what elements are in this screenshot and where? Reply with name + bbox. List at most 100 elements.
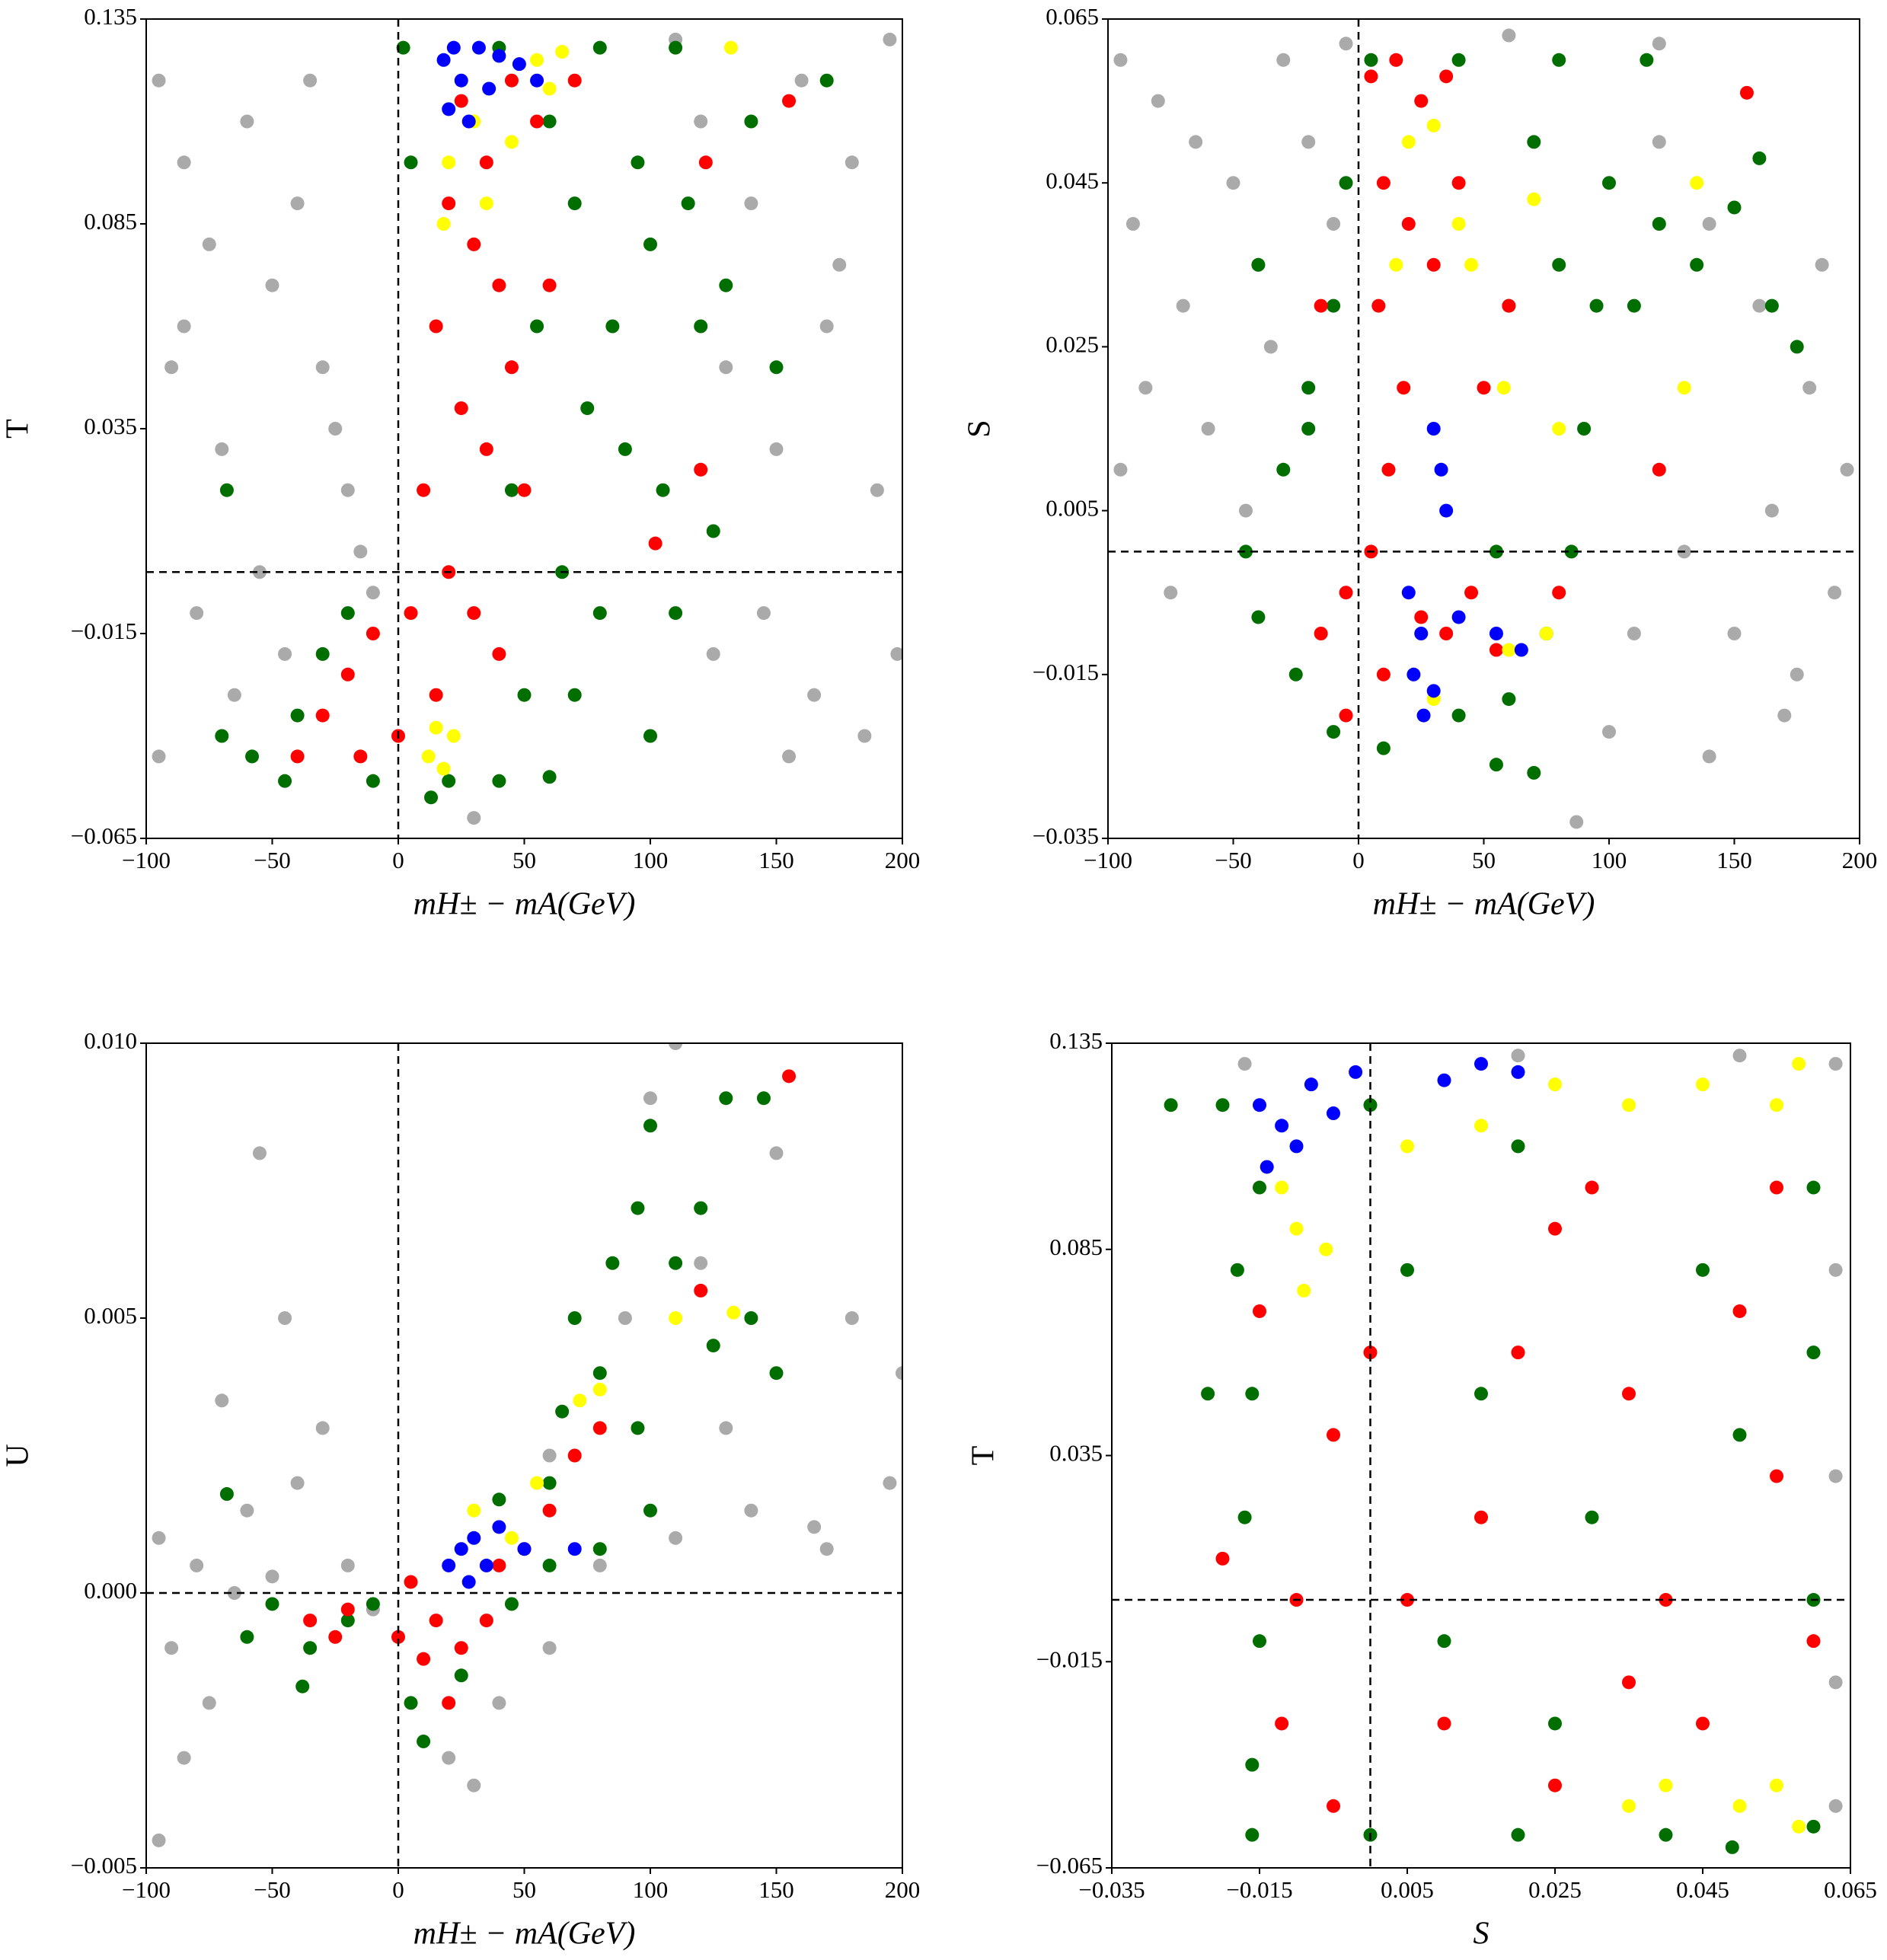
point bbox=[845, 155, 859, 170]
point bbox=[1376, 176, 1391, 190]
point bbox=[1439, 627, 1454, 640]
points bbox=[152, 1043, 902, 1847]
point bbox=[290, 708, 305, 723]
point bbox=[1792, 1057, 1806, 1071]
point bbox=[567, 1448, 582, 1463]
point bbox=[328, 1630, 343, 1644]
point bbox=[1426, 118, 1441, 132]
point bbox=[681, 196, 695, 211]
point bbox=[1434, 462, 1448, 477]
point bbox=[567, 73, 582, 88]
x-tick-label: 200 bbox=[1842, 847, 1878, 873]
point bbox=[417, 1652, 431, 1666]
point bbox=[467, 811, 481, 825]
point bbox=[1401, 586, 1416, 600]
point bbox=[492, 49, 506, 63]
point bbox=[719, 278, 733, 292]
point bbox=[1297, 1283, 1311, 1298]
point bbox=[1464, 257, 1479, 272]
point bbox=[1622, 1098, 1636, 1112]
point bbox=[366, 774, 380, 788]
point bbox=[1511, 1065, 1525, 1079]
point bbox=[152, 1531, 166, 1545]
point bbox=[1253, 1180, 1266, 1195]
point bbox=[1739, 85, 1754, 100]
point bbox=[1389, 257, 1403, 272]
point bbox=[461, 1575, 476, 1589]
panel: −100 −50 0 50 100 150 200 −0.065 −0.015 0.035 0.08… bbox=[1, 3, 921, 922]
point bbox=[756, 606, 771, 621]
panel: −100 −50 0 50 100 150 200 −0.035 −0.015 0.005 0.02… bbox=[963, 3, 1878, 922]
point bbox=[471, 40, 486, 55]
x-tick-label: 50 bbox=[512, 1876, 536, 1903]
point bbox=[265, 278, 279, 292]
point bbox=[1764, 298, 1779, 313]
point bbox=[1548, 1221, 1562, 1236]
point bbox=[1275, 1716, 1289, 1731]
y-tick-label: 0.085 bbox=[84, 208, 137, 235]
point bbox=[504, 1531, 519, 1545]
point bbox=[303, 1614, 318, 1628]
point bbox=[883, 1476, 897, 1490]
point bbox=[366, 1597, 380, 1611]
x-axis-label: mH± − mA(GeV) bbox=[1373, 887, 1595, 922]
point bbox=[1288, 667, 1303, 682]
point bbox=[782, 94, 797, 108]
y-tick-label: 0.035 bbox=[84, 413, 137, 439]
point bbox=[1539, 627, 1553, 640]
point bbox=[429, 688, 443, 702]
point bbox=[1652, 37, 1666, 51]
point bbox=[1339, 176, 1353, 190]
point bbox=[1732, 1049, 1747, 1063]
point bbox=[396, 40, 410, 55]
point bbox=[1770, 1778, 1783, 1792]
point bbox=[446, 40, 461, 55]
point bbox=[1164, 586, 1178, 600]
point bbox=[278, 1311, 292, 1325]
x-tick-label: 0.045 bbox=[1676, 1876, 1729, 1903]
point bbox=[190, 606, 204, 621]
point bbox=[1511, 1828, 1525, 1842]
point bbox=[555, 45, 570, 59]
point bbox=[1437, 1634, 1451, 1649]
x-tick-label: −100 bbox=[1084, 847, 1132, 873]
point bbox=[436, 53, 451, 67]
point bbox=[1416, 708, 1431, 723]
point bbox=[1777, 708, 1792, 723]
point bbox=[1828, 1263, 1843, 1277]
point bbox=[164, 360, 179, 375]
point bbox=[1489, 758, 1503, 772]
point bbox=[1364, 69, 1378, 84]
point bbox=[694, 1256, 708, 1270]
point bbox=[832, 257, 847, 272]
point bbox=[340, 1558, 355, 1572]
point bbox=[1226, 176, 1240, 190]
y-tick-label: 0.135 bbox=[84, 3, 137, 30]
point bbox=[454, 94, 468, 108]
y-tick-label: −0.005 bbox=[71, 1852, 137, 1879]
point bbox=[542, 1448, 557, 1463]
point bbox=[1640, 53, 1654, 67]
point bbox=[1569, 815, 1584, 829]
point bbox=[417, 1734, 431, 1748]
point bbox=[1627, 298, 1641, 313]
point bbox=[1301, 135, 1316, 149]
point bbox=[669, 1311, 683, 1325]
x-tick-label: −50 bbox=[254, 847, 290, 873]
point bbox=[479, 196, 493, 211]
point bbox=[723, 40, 738, 55]
point bbox=[592, 1558, 607, 1572]
point bbox=[1238, 544, 1253, 559]
point bbox=[669, 1043, 683, 1050]
point bbox=[592, 1421, 607, 1435]
point bbox=[631, 1201, 645, 1215]
points bbox=[1164, 1049, 1843, 1854]
point bbox=[1263, 340, 1278, 354]
point bbox=[429, 319, 443, 334]
point bbox=[328, 422, 343, 436]
point bbox=[1696, 1263, 1710, 1277]
point bbox=[1215, 1551, 1230, 1566]
point bbox=[530, 319, 544, 334]
point bbox=[421, 749, 436, 764]
